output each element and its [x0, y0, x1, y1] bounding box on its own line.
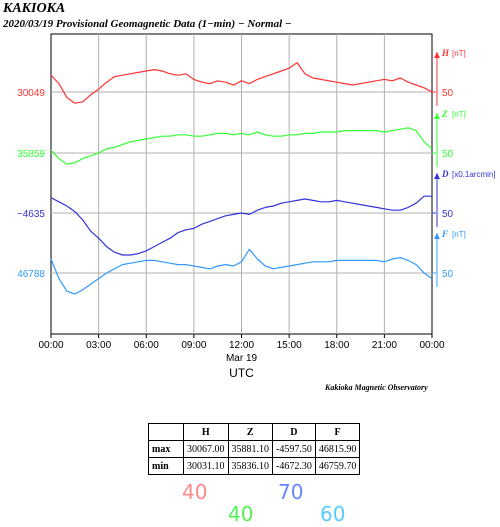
component-label-h: H: [441, 48, 450, 58]
x-tick-label: 15:00: [277, 340, 302, 351]
component-label-f: F: [441, 229, 448, 239]
series-layer: [50, 61, 433, 295]
scale-note-h: 40: [182, 480, 208, 504]
scale-value-h: 50: [442, 88, 454, 99]
x-axis-label: UTC: [229, 366, 254, 380]
chart-subtitle: 2020/03/19 Provisional Geomagnetic Data …: [3, 18, 292, 30]
baseline-value-h: 30049: [17, 88, 45, 99]
stats-row-min: min 30031.10 35836.10 -4672.30 46759.70: [148, 457, 361, 475]
x-date-label: Mar 19: [226, 353, 258, 364]
stats-header-row: H Z D F: [148, 423, 361, 441]
component-label-z: Z: [441, 109, 448, 119]
scale-value-f: 50: [442, 269, 454, 280]
component-unit-f: [nT]: [452, 230, 466, 239]
stats-cell: 35836.10: [227, 457, 273, 475]
series-line-d: [50, 195, 432, 256]
baseline-value-f: 46788: [17, 269, 45, 280]
stats-header-blank: [148, 423, 184, 441]
stats-cell: 46815.90: [314, 440, 361, 458]
baseline-value-d: −4635: [17, 209, 46, 220]
x-tick-label: 00:00: [38, 340, 63, 351]
component-label-d: D: [441, 169, 449, 179]
series-line-h: [50, 61, 433, 104]
x-tick-label: 00:00: [419, 340, 444, 351]
x-tick-label: 03:00: [86, 340, 111, 351]
scale-value-z: 50: [442, 149, 454, 160]
stats-row-label: max: [148, 440, 184, 458]
scale-note-d: 70: [278, 480, 304, 504]
observatory-credit: Kakioka Magnetic Observatory: [325, 383, 428, 392]
stats-header-h: H: [183, 423, 229, 441]
stats-header-z: Z: [227, 423, 273, 441]
x-tick-label: 12:00: [229, 340, 254, 351]
stats-header-f: F: [314, 423, 361, 441]
stats-cell: -4672.30: [272, 457, 316, 475]
stats-cell: 35881.10: [227, 440, 273, 458]
scale-arrowhead-d: [434, 173, 440, 179]
scale-arrowhead-f: [434, 233, 440, 239]
x-tick-label: 06:00: [134, 340, 159, 351]
stats-row-max: max 30067.00 35881.10 -4597.50 46815.90: [148, 440, 361, 458]
stats-cell: 46759.70: [314, 457, 361, 475]
scale-note-z: 40: [228, 502, 254, 526]
component-unit-z: [nT]: [452, 110, 466, 119]
x-tick-label: 09:00: [181, 340, 206, 351]
component-unit-d: [x0.1arcmin]: [452, 170, 496, 179]
scale-value-d: 50: [442, 209, 454, 220]
grid: [50, 33, 433, 335]
series-line-f: [50, 248, 433, 295]
x-tick-label: 18:00: [324, 340, 349, 351]
stats-cell: 30031.10: [183, 457, 229, 475]
stats-row-label: min: [148, 457, 184, 475]
component-unit-h: [nT]: [452, 49, 466, 58]
scale-arrowhead-z: [434, 113, 440, 119]
axis-layer: 30049 50H [nT]35859 50Z [nT]−4635 50D [x0.1arc…: [17, 48, 496, 380]
stats-header-d: D: [272, 423, 316, 441]
scale-arrowhead-h: [434, 52, 440, 58]
scale-note-f: 60: [320, 502, 346, 526]
magnetogram-chart: 30049 50H [nT]35859 50Z [nT]−4635 50D [x0.1arc…: [17, 33, 496, 380]
stats-cell: -4597.50: [272, 440, 316, 458]
stats-table: H Z D F max 30067.00 35881.10 -4597.50 4…: [148, 423, 361, 475]
stats-cell: 30067.00: [183, 440, 229, 458]
baseline-value-z: 35859: [17, 149, 45, 160]
x-tick-label: 21:00: [372, 340, 397, 351]
series-line-z: [50, 127, 433, 165]
site-title: KAKIOKA: [3, 1, 66, 16]
